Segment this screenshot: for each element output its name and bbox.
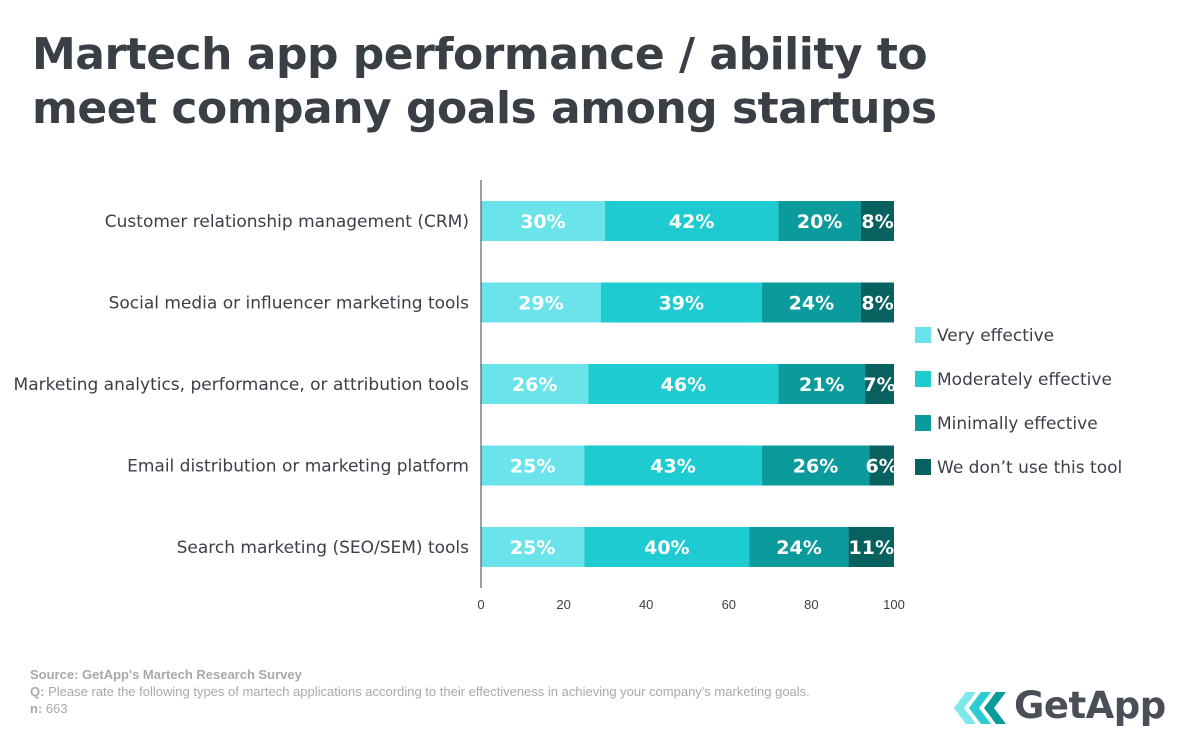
footer-notes: Source: GetApp's Martech Research Survey…	[30, 666, 850, 717]
brand-name: GetApp	[1014, 684, 1166, 727]
chart-title-line-2: meet company goals among startups	[32, 83, 937, 134]
bar-value-label: 25%	[510, 456, 555, 478]
legend-label: Very effective	[937, 326, 1054, 346]
x-tick-label: 60	[722, 597, 736, 612]
category-label: Social media or influencer marketing too…	[109, 294, 470, 314]
x-tick-label: 0	[477, 597, 484, 612]
x-tick-label: 80	[804, 597, 818, 612]
bar-value-label: 8%	[861, 211, 893, 233]
bar-segment	[778, 364, 866, 404]
bar-segment	[584, 527, 750, 567]
category-label: Marketing analytics, performance, or att…	[14, 375, 470, 395]
getapp-logo: GetApp	[952, 684, 1167, 732]
bar-segment	[584, 445, 762, 486]
bar-value-label: 7%	[863, 374, 895, 396]
bar-segment	[869, 445, 894, 486]
bar-value-label: 24%	[789, 293, 834, 315]
legend-label: Moderately effective	[937, 370, 1112, 390]
bar-segment	[481, 445, 585, 486]
bar-segment	[761, 445, 870, 486]
x-tick-label: 100	[883, 597, 905, 612]
legend-swatch	[915, 371, 931, 387]
chart-title: Martech app performance / ability to mee…	[32, 28, 1032, 136]
bar-segment	[848, 527, 894, 567]
bar-segment	[600, 282, 762, 323]
category-labels: Customer relationship management (CRM) So…	[14, 212, 470, 558]
source-line: Source: GetApp's Martech Research Survey	[30, 667, 302, 682]
bar-value-label: 46%	[661, 374, 706, 396]
bar-value-label: 26%	[793, 456, 838, 478]
x-tick-label: 40	[639, 597, 653, 612]
legend: Very effective Moderately effective Minima…	[915, 326, 1122, 478]
bar-value-label: 25%	[510, 537, 555, 559]
bar-segment	[860, 282, 894, 323]
bar-value-label: 30%	[520, 211, 565, 233]
bar-segment	[860, 201, 894, 241]
bar-value-label: 6%	[865, 456, 897, 478]
sample-size-line: n: 663	[30, 701, 68, 716]
bar-segment	[604, 201, 779, 241]
bar-value-label: 20%	[797, 211, 842, 233]
legend-swatch	[915, 327, 931, 343]
bar-segment	[481, 282, 601, 323]
bar-value-label: 29%	[518, 293, 563, 315]
x-axis-ticks: 0 20 40 60 80 100	[477, 597, 904, 612]
bar-value-label: 11%	[849, 537, 894, 559]
bar-segment	[588, 364, 779, 404]
bar-value-label: 24%	[776, 537, 821, 559]
bars-group: 30% 42% 20% 8% 29% 39% 24% 8% 26% 46% 21% 7% 25% 43% 2…	[481, 201, 898, 567]
legend-swatch	[915, 459, 931, 475]
legend-label: Minimally effective	[937, 414, 1098, 434]
category-label: Search marketing (SEO/SEM) tools	[177, 538, 470, 558]
legend-label: We don’t use this tool	[937, 458, 1122, 478]
bar-segment	[481, 201, 605, 241]
bar-value-label: 39%	[659, 293, 704, 315]
bar-segment	[749, 527, 849, 567]
bar-value-label: 42%	[669, 211, 714, 233]
bar-value-label: 43%	[650, 456, 695, 478]
stacked-bar-chart: 30% 42% 20% 8% 29% 39% 24% 8% 26% 46% 21% 7% 25% 43% 2…	[14, 180, 1122, 612]
bar-value-label: 26%	[512, 374, 557, 396]
chart-title-line-1: Martech app performance / ability to	[32, 29, 928, 80]
bar-value-label: 40%	[644, 537, 689, 559]
getapp-chevrons-icon	[954, 692, 1006, 724]
bar-segment	[865, 364, 894, 404]
bar-segment	[481, 364, 589, 404]
bar-segment	[481, 527, 585, 567]
category-label: Customer relationship management (CRM)	[105, 212, 469, 232]
category-label: Email distribution or marketing platform	[127, 457, 469, 477]
bar-segment	[778, 201, 861, 241]
bar-segment	[761, 282, 861, 323]
legend-swatch	[915, 415, 931, 431]
bar-value-label: 8%	[861, 293, 893, 315]
bar-value-label: 21%	[799, 374, 844, 396]
x-tick-label: 20	[556, 597, 570, 612]
question-line: Q: Please rate the following types of ma…	[30, 684, 810, 699]
